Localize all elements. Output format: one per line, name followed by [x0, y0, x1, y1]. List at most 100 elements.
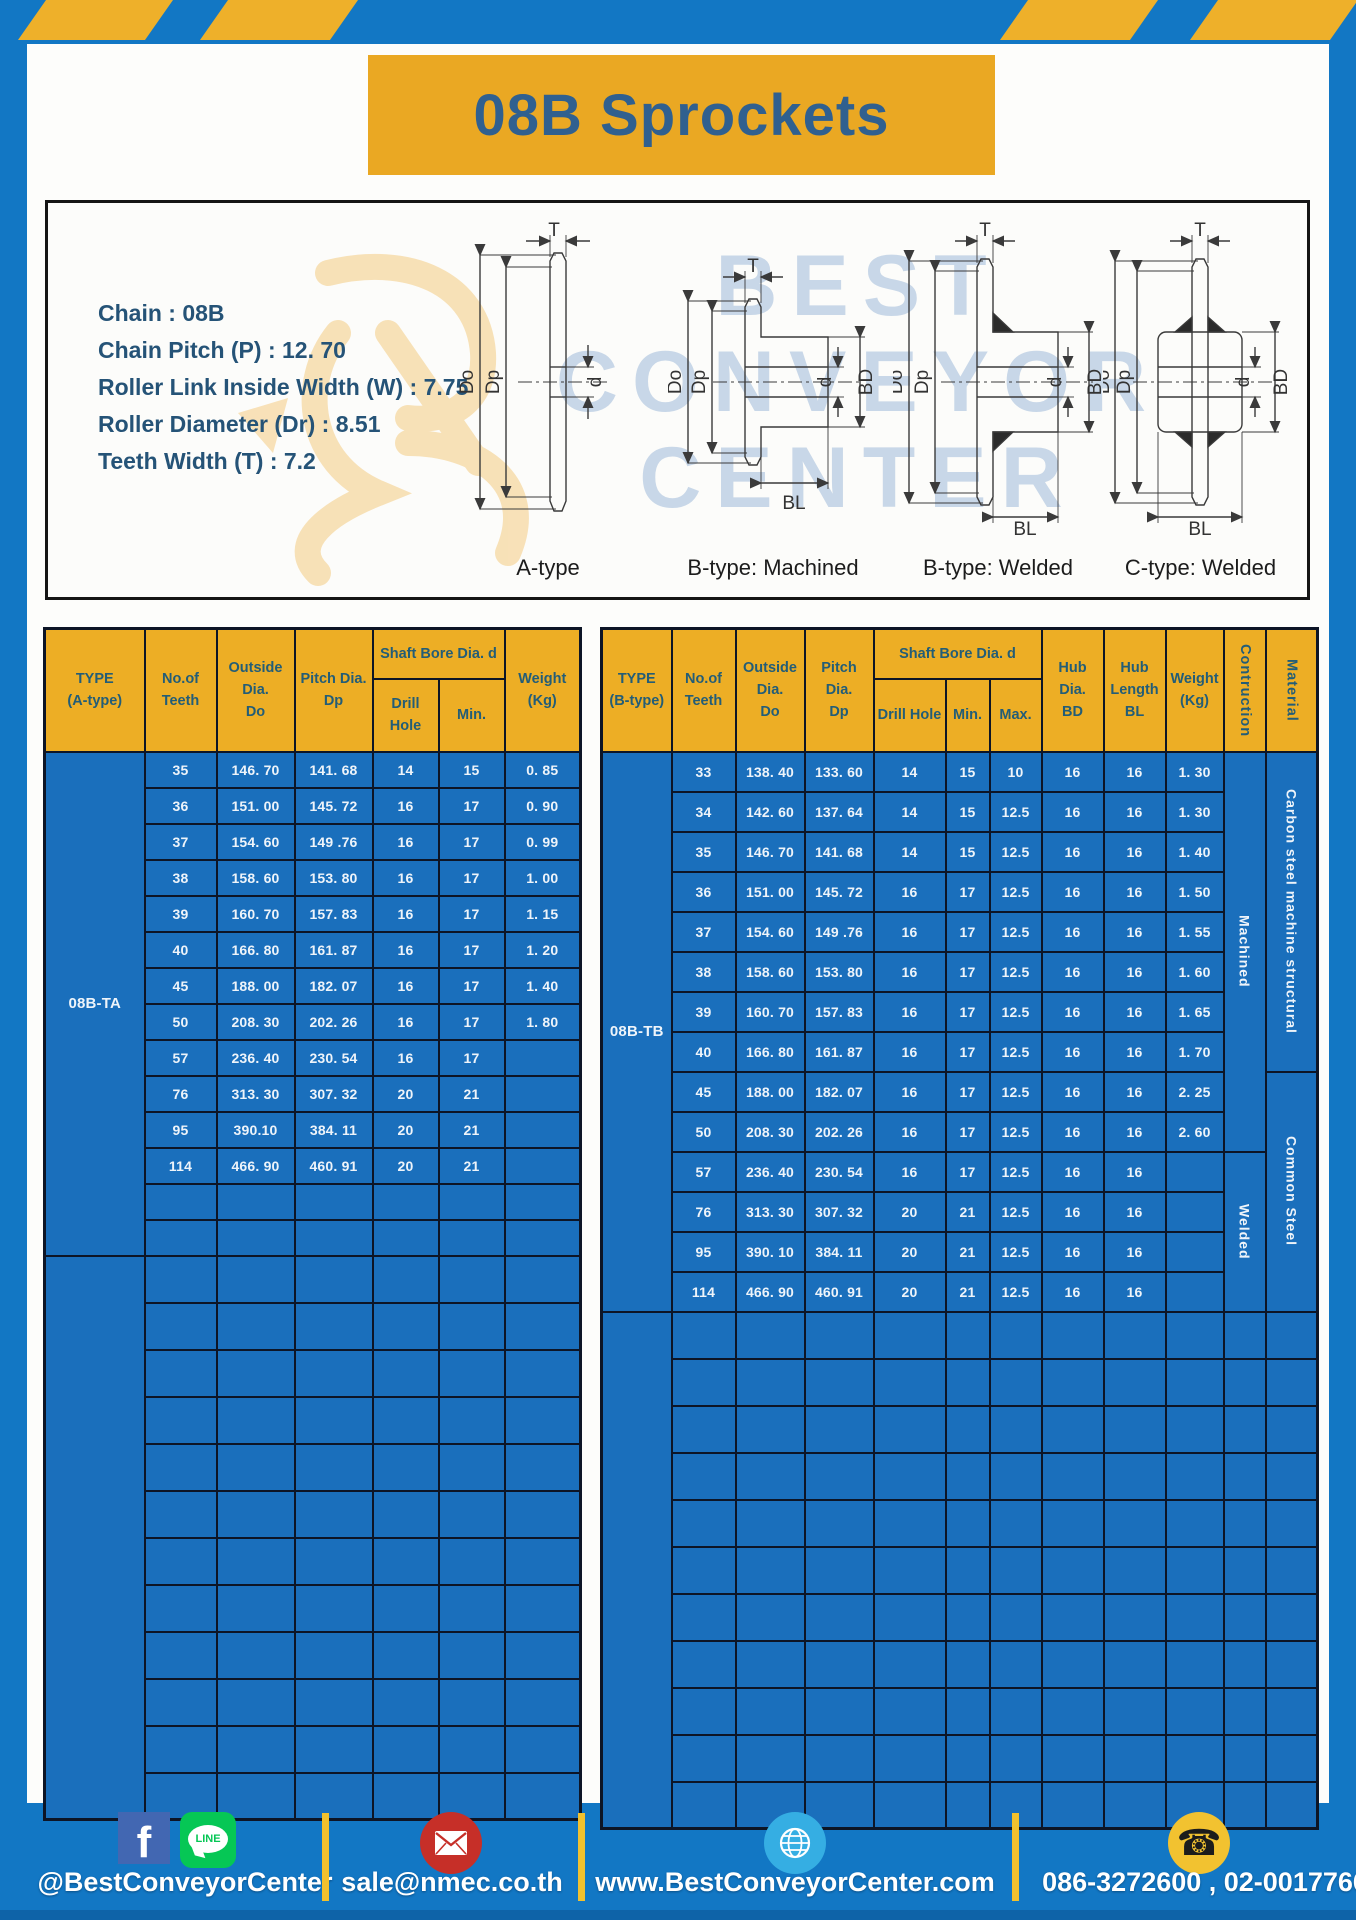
facebook-icon[interactable]: f	[118, 1812, 170, 1864]
svg-text:T: T	[548, 220, 560, 241]
email-icon[interactable]	[420, 1812, 482, 1874]
table-cell	[988, 1404, 1043, 1454]
table-cell	[143, 1489, 218, 1539]
table-cell	[1040, 1733, 1105, 1783]
globe-icon[interactable]	[764, 1812, 826, 1874]
table-cell	[437, 1182, 506, 1221]
table-cell	[944, 1733, 991, 1783]
table-cell	[944, 1639, 991, 1689]
table-cell	[371, 1771, 440, 1821]
footer-email[interactable]: sale@nmec.co.th	[341, 1867, 563, 1897]
svg-text:BL: BL	[782, 493, 805, 514]
col-header-pitch-dia: Pitch Dia. Dp	[293, 627, 374, 753]
table-cell: 16	[371, 858, 440, 897]
footer-phone-numbers[interactable]: 086-3272600 , 02-0017766	[1042, 1867, 1356, 1897]
table-cell	[437, 1254, 506, 1304]
table-cell: 384. 11	[803, 1230, 875, 1273]
line-icon[interactable]: LINE	[180, 1812, 236, 1868]
table-cell	[803, 1592, 875, 1642]
table-cell: 12.5	[988, 1030, 1043, 1073]
table-cell: 151. 00	[734, 870, 806, 913]
footer-social-handle[interactable]: @BestConveyorCenter	[37, 1867, 333, 1897]
table-cell	[872, 1451, 947, 1501]
table-row: 40 166. 80 161. 87 16 17 1. 20	[45, 930, 582, 969]
line-badge-label: LINE	[195, 1833, 221, 1845]
table-cell	[293, 1254, 374, 1304]
table-cell	[371, 1301, 440, 1351]
table-cell: 17	[944, 1150, 991, 1193]
table-cell	[371, 1630, 440, 1680]
table-cell: 1. 15	[503, 894, 582, 933]
construction-cell	[1222, 1733, 1267, 1783]
col-header-pitch-dia: Pitch Dia. Dp	[803, 627, 875, 753]
table-cell: 12.5	[988, 1150, 1043, 1193]
col-header-drill-hole: Drill Hole	[872, 677, 947, 753]
table-cell	[1164, 1733, 1225, 1783]
table-cell: 157. 83	[293, 894, 374, 933]
construction-cell	[1222, 1639, 1267, 1689]
table-cell	[988, 1639, 1043, 1689]
table-cell	[988, 1686, 1043, 1736]
table-cell: 16	[1040, 950, 1105, 993]
table-row	[45, 1630, 582, 1680]
top-striped-band	[0, 0, 1356, 44]
table-cell	[143, 1442, 218, 1492]
table-row	[45, 1301, 582, 1351]
table-cell	[1102, 1639, 1167, 1689]
phone-icon[interactable]: ☎	[1168, 1812, 1230, 1874]
table-cell: 145. 72	[293, 786, 374, 825]
table-cell: 16	[1102, 1230, 1167, 1273]
table-cell	[503, 1724, 582, 1774]
table-cell	[293, 1630, 374, 1680]
table-cell: 16	[1102, 1150, 1167, 1193]
table-cell: 230. 54	[293, 1038, 374, 1077]
table-cell	[293, 1536, 374, 1586]
footer-website[interactable]: www.BestConveyorCenter.com	[595, 1867, 995, 1897]
table-cell	[670, 1404, 737, 1454]
table-cell: 1. 30	[1164, 790, 1225, 833]
table-cell: 37	[143, 822, 218, 861]
svg-text:Dp: Dp	[483, 370, 504, 394]
table-cell: 16	[1102, 750, 1167, 793]
table-cell	[143, 1254, 218, 1304]
table-row: 39 160. 70 157. 83 16 17 1. 15	[45, 894, 582, 933]
table-cell: 307. 32	[803, 1190, 875, 1233]
table-cell	[437, 1489, 506, 1539]
table-cell: 33	[670, 750, 737, 793]
table-cell	[143, 1301, 218, 1351]
table-row	[602, 1686, 1319, 1736]
footer-divider	[578, 1813, 585, 1901]
diagram-caption: C-type: Welded	[1124, 555, 1277, 580]
table-cell	[944, 1686, 991, 1736]
table-cell	[1164, 1498, 1225, 1548]
table-cell	[437, 1724, 506, 1774]
svg-text:d: d	[1233, 377, 1254, 388]
diagram-caption: A-type	[516, 555, 580, 580]
table-cell	[1040, 1592, 1105, 1642]
table-cell	[437, 1395, 506, 1445]
spec-line: Roller Link Inside Width (W) : 7.75	[98, 374, 469, 400]
table-cell	[803, 1451, 875, 1501]
table-row	[45, 1677, 582, 1727]
type-cell	[43, 1254, 146, 1821]
table-cell: 145. 72	[803, 870, 875, 913]
table-cell	[803, 1404, 875, 1454]
table-cell	[670, 1780, 737, 1830]
table-cell: 16	[1040, 910, 1105, 953]
table-cell: 16	[1102, 1030, 1167, 1073]
table-cell: 16	[371, 1038, 440, 1077]
table-cell	[944, 1498, 991, 1548]
table-a-type: TYPE (A-type) No.of Teeth Outside Dia. D…	[43, 627, 583, 1821]
table-row	[602, 1639, 1319, 1689]
table-row: 45 188. 00 182. 07 16 17 1. 40	[45, 966, 582, 1005]
table-cell: 16	[1040, 1030, 1105, 1073]
table-cell: 16	[1040, 1070, 1105, 1113]
table-cell	[988, 1357, 1043, 1407]
table-cell: 16	[1102, 1070, 1167, 1113]
table-cell	[1164, 1357, 1225, 1407]
table-cell: 37	[670, 910, 737, 953]
svg-text:T: T	[1194, 220, 1206, 241]
table-cell: 57	[670, 1150, 737, 1193]
table-cell	[503, 1110, 582, 1149]
